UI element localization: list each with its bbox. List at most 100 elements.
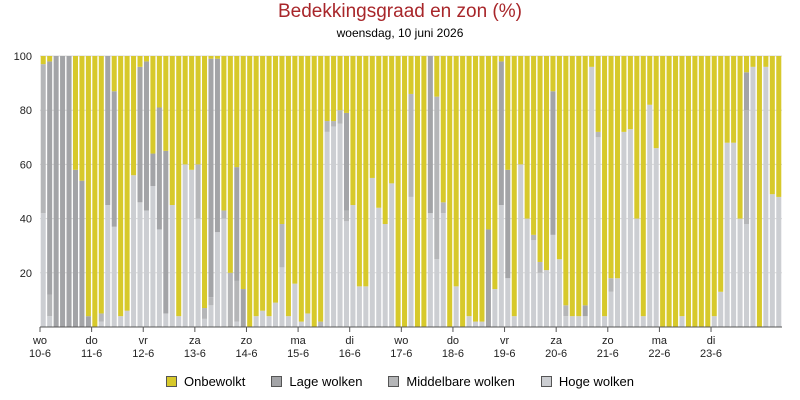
bar-hoge-wolken (111, 226, 117, 327)
bar-onbewolkt (569, 56, 575, 317)
bar-hoge-wolken (518, 164, 524, 327)
bar-onbewolkt (350, 56, 356, 206)
bar-onbewolkt (163, 56, 169, 151)
bar-hoge-wolken (543, 270, 550, 327)
bar-hoge-wolken (453, 286, 459, 327)
bar-onbewolkt (414, 56, 420, 327)
bar-onbewolkt (234, 56, 240, 168)
bar-hoge-wolken (473, 321, 479, 327)
bar-lage-wolken (163, 150, 169, 314)
bar-onbewolkt (318, 56, 324, 322)
bar-hoge-wolken (589, 66, 595, 327)
x-tick-date-label: 23-6 (700, 348, 722, 360)
bar-onbewolkt (737, 56, 743, 219)
bar-lage-wolken (343, 112, 349, 211)
bar-onbewolkt (563, 56, 569, 306)
bar-middelbare-wolken (343, 210, 349, 222)
bar-onbewolkt (750, 56, 756, 67)
bar-middelbare-wolken (337, 110, 343, 124)
bar-onbewolkt (537, 56, 543, 262)
bar-middelbare-wolken (318, 321, 324, 327)
x-tick-date-label: 19-6 (494, 348, 516, 360)
bar-middelbare-wolken (202, 308, 208, 319)
bar-hoge-wolken (776, 196, 782, 327)
legend: Onbewolkt Lage wolken Middelbare wolken … (0, 374, 800, 389)
x-tick-date-label: 18-6 (442, 348, 464, 360)
bar-lage-wolken (240, 289, 246, 327)
legend-swatch-middelbare-wolken (388, 376, 400, 387)
bar-middelbare-wolken (440, 202, 446, 214)
x-tick-date-label: 12-6 (132, 348, 154, 360)
stacked-bar-chart: 20406080100wo10-6do11-6vr12-6za13-6zo14-… (14, 51, 782, 360)
bar-hoge-wolken (363, 286, 369, 327)
bar-onbewolkt (98, 56, 104, 314)
bar-onbewolkt (473, 56, 479, 322)
bar-onbewolkt (524, 56, 530, 219)
bar-onbewolkt (111, 56, 117, 92)
bar-hoge-wolken (427, 213, 433, 327)
bar-onbewolkt (692, 56, 698, 327)
bar-onbewolkt (85, 56, 91, 317)
bar-onbewolkt (72, 56, 79, 170)
bar-lage-wolken (72, 169, 79, 327)
bar-onbewolkt (356, 56, 362, 287)
bar-onbewolkt (156, 56, 162, 108)
bar-lage-wolken (550, 91, 556, 235)
bar-lage-wolken (85, 316, 91, 327)
x-tick-day-label: do (85, 335, 97, 347)
bar-onbewolkt (531, 56, 537, 235)
bar-lage-wolken (505, 169, 511, 279)
x-tick-day-label: do (447, 335, 459, 347)
bar-onbewolkt (479, 56, 485, 322)
bar-hoge-wolken (324, 131, 330, 327)
bar-onbewolkt (40, 56, 46, 65)
chart-title: Bedekkingsgraad en zon (%) (278, 1, 522, 22)
x-tick-day-label: vr (500, 335, 510, 347)
bar-onbewolkt (743, 56, 750, 73)
bar-onbewolkt (653, 56, 659, 149)
bar-onbewolkt (776, 56, 782, 197)
bar-onbewolkt (460, 56, 466, 327)
bar-hoge-wolken (440, 213, 446, 327)
bar-hoge-wolken (195, 218, 201, 327)
legend-label-lage-wolken: Lage wolken (289, 374, 363, 389)
bar-onbewolkt (369, 56, 375, 178)
bar-hoge-wolken (285, 316, 291, 327)
bar-hoge-wolken (305, 313, 311, 327)
x-tick-day-label: za (189, 335, 202, 347)
bar-lage-wolken (582, 305, 588, 317)
bar-onbewolkt (602, 56, 608, 317)
bar-hoge-wolken (131, 175, 137, 327)
legend-swatch-onbewolkt (166, 376, 177, 387)
bar-middelbare-wolken (227, 272, 233, 327)
bar-onbewolkt (640, 56, 646, 317)
bar-onbewolkt (511, 56, 517, 317)
bar-onbewolkt (627, 56, 633, 130)
bar-middelbare-wolken (608, 278, 614, 292)
bar-hoge-wolken (105, 205, 111, 327)
x-tick-date-label: 13-6 (184, 348, 206, 360)
bar-onbewolkt (337, 56, 343, 111)
bar-onbewolkt (285, 56, 291, 317)
x-tick-day-label: zo (241, 335, 253, 347)
bar-hoge-wolken (466, 316, 472, 327)
bar-onbewolkt (408, 56, 414, 94)
bar-onbewolkt (227, 56, 233, 273)
x-tick-date-label: 22-6 (648, 348, 670, 360)
legend-item-onbewolkt: Onbewolkt (166, 374, 245, 389)
x-tick-date-label: 11-6 (81, 348, 102, 360)
bar-hoge-wolken (634, 218, 640, 327)
bar-hoge-wolken (769, 194, 775, 327)
bar-onbewolkt (543, 56, 550, 271)
bar-lage-wolken (53, 56, 59, 327)
bar-onbewolkt (582, 56, 588, 306)
bar-onbewolkt (440, 56, 446, 203)
bar-hoge-wolken (169, 205, 175, 327)
bar-hoge-wolken (350, 205, 356, 327)
bar-hoge-wolken (498, 205, 504, 327)
legend-label-onbewolkt: Onbewolkt (184, 374, 246, 389)
bar-onbewolkt (92, 56, 98, 327)
bar-lage-wolken (427, 56, 433, 214)
bar-hoge-wolken (298, 321, 304, 327)
bar-lage-wolken (156, 107, 162, 230)
